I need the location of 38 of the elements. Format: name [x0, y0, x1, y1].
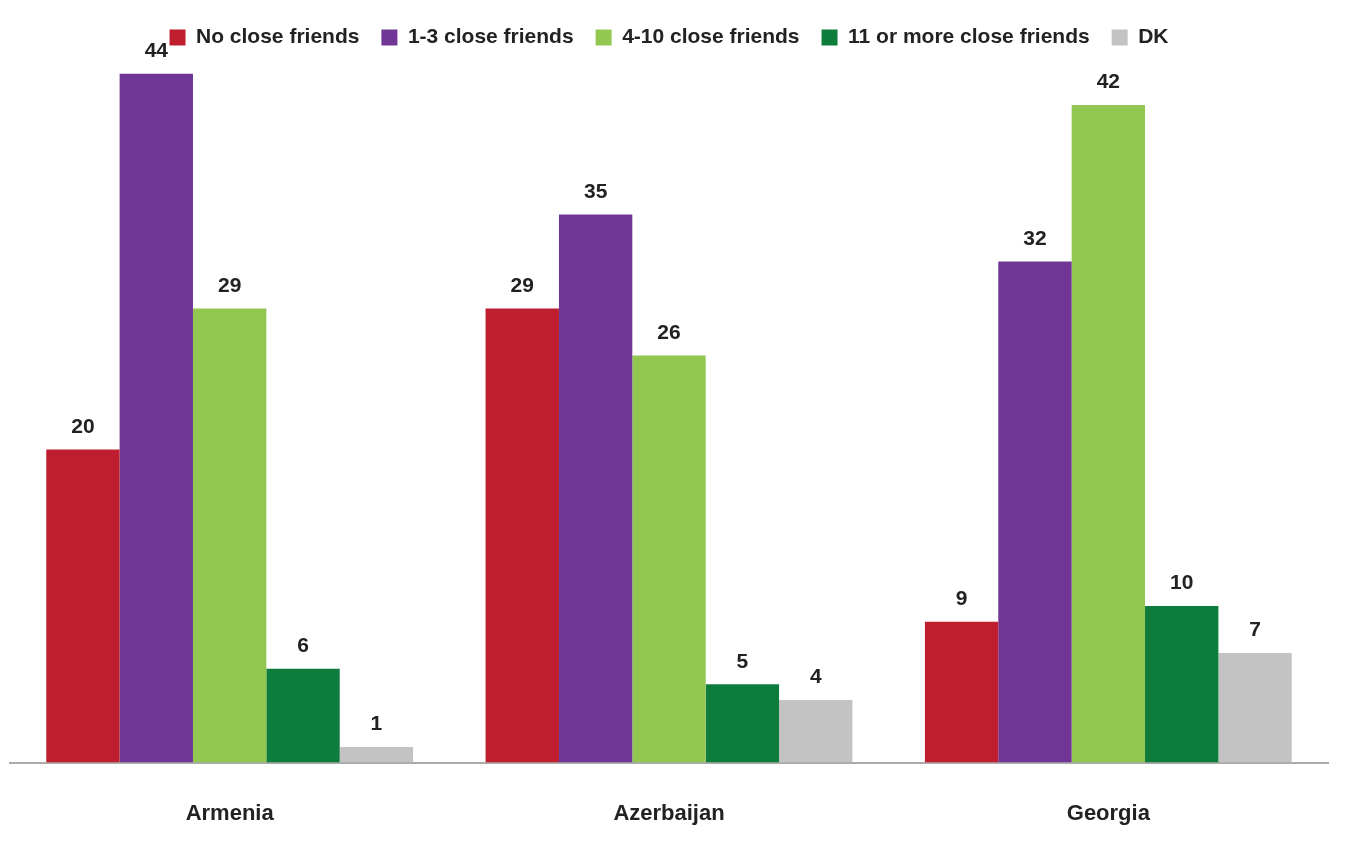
legend-label: No close friends: [196, 24, 360, 48]
bar: [1071, 104, 1146, 763]
bar: [119, 73, 193, 763]
data-label: 1: [370, 711, 383, 735]
x-tick-label: Azerbaijan: [613, 799, 725, 825]
bar: [1145, 606, 1219, 763]
bar: [558, 214, 633, 763]
data-label: 4: [809, 664, 822, 688]
bar: [339, 746, 414, 763]
data-label: 6: [297, 632, 309, 656]
data-label: 42: [1096, 69, 1121, 93]
bar: [1218, 653, 1292, 763]
bar: [705, 684, 780, 763]
bar: [485, 308, 559, 763]
data-label: 29: [217, 272, 242, 296]
data-label: 20: [71, 413, 95, 437]
data-label: 9: [955, 585, 968, 609]
bar: [779, 699, 853, 763]
bar: [46, 449, 120, 763]
bar: [632, 355, 706, 763]
bar: [924, 621, 999, 763]
bar: [998, 261, 1072, 763]
data-label: 35: [583, 178, 608, 202]
x-tick-label: Armenia: [185, 799, 275, 825]
legend-label: 1-3 close friends: [407, 24, 574, 48]
data-label: 29: [510, 272, 534, 296]
data-label: 7: [1249, 617, 1261, 641]
data-label: 10: [1170, 570, 1194, 594]
bar: [266, 668, 340, 763]
data-label: 5: [736, 648, 749, 672]
legend-label: 11 or more close friends: [848, 24, 1090, 48]
bar: [192, 308, 267, 763]
data-label: 32: [1023, 225, 1047, 249]
legend-label: 4-10 close friends: [622, 24, 800, 48]
data-label: 44: [144, 37, 169, 61]
x-tick-label: Georgia: [1066, 799, 1151, 825]
data-label: 26: [657, 319, 681, 343]
legend-label: DK: [1138, 24, 1169, 48]
